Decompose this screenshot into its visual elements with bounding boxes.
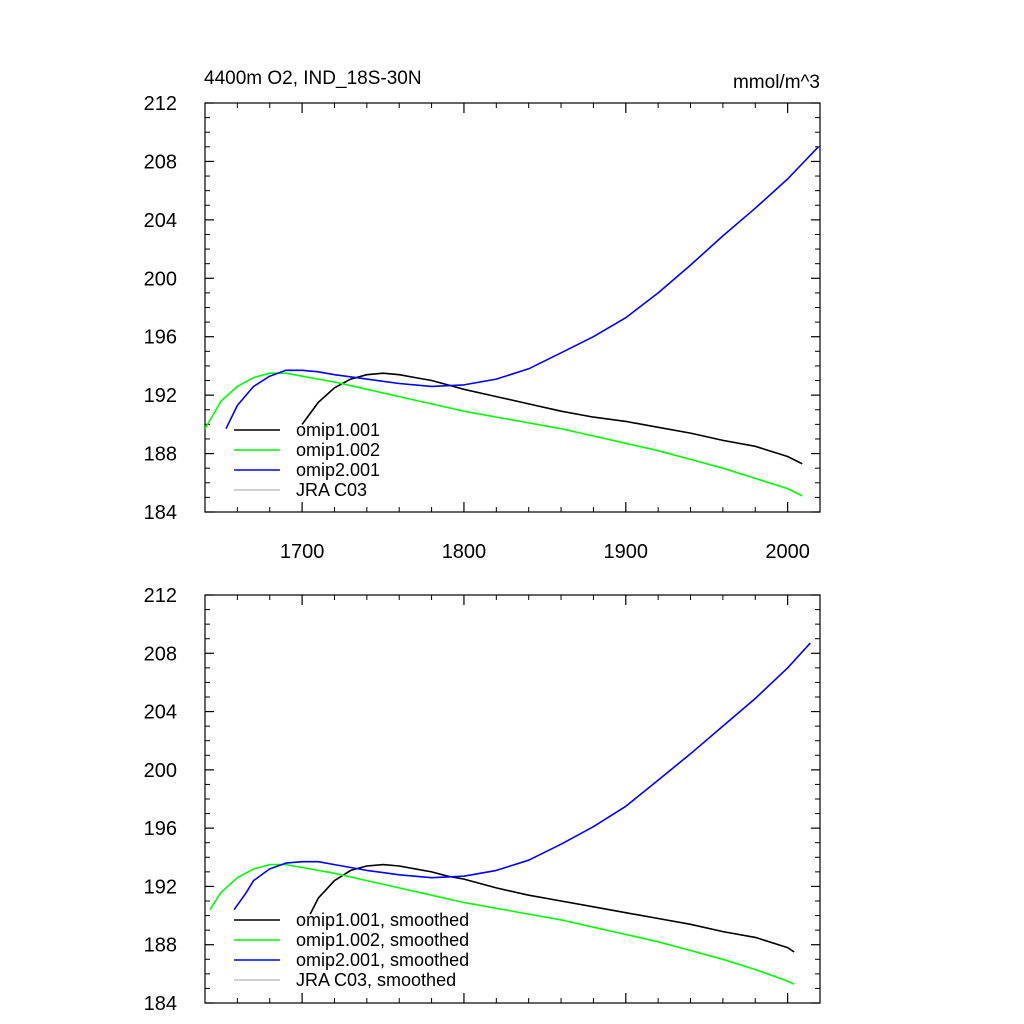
x-tick-label: 1900 xyxy=(604,541,649,563)
series-line-2 xyxy=(204,372,803,497)
legend-label: omip1.001, smoothed xyxy=(296,910,469,930)
y-tick-label: 208 xyxy=(144,643,177,665)
y-tick-label: 208 xyxy=(144,151,177,173)
legend-label: JRA C03, smoothed xyxy=(296,970,456,990)
y-tick-label: 212 xyxy=(144,585,177,607)
y-tick-label: 212 xyxy=(144,93,177,115)
units-label: mmol/m^3 xyxy=(733,72,820,93)
y-tick-label: 184 xyxy=(144,502,177,524)
y-tick-label: 200 xyxy=(144,268,177,290)
y-tick-label: 184 xyxy=(144,993,177,1015)
legend-label: omip1.002, smoothed xyxy=(296,930,469,950)
legend-label: omip2.001, smoothed xyxy=(296,950,469,970)
chart-title: 4400m O2, IND_18S-30N xyxy=(204,68,422,89)
y-tick-label: 192 xyxy=(144,385,177,407)
y-tick-label: 204 xyxy=(144,702,177,724)
legend-label: omip1.001 xyxy=(296,420,380,440)
y-tick-label: 200 xyxy=(144,760,177,782)
y-tick-label: 188 xyxy=(144,444,177,466)
x-tick-label: 1700 xyxy=(280,541,325,563)
y-tick-label: 204 xyxy=(144,210,177,232)
top-panel: 184 188 192 196 200 204 208 212 1700 1800 1900 2000… xyxy=(144,93,821,563)
legend-label: JRA C03 xyxy=(296,480,367,500)
legend-label: omip1.002 xyxy=(296,440,380,460)
series-line-3 xyxy=(233,642,811,911)
y-tick-label: 188 xyxy=(144,935,177,957)
y-tick-label: 196 xyxy=(144,818,177,840)
x-tick-label: 1800 xyxy=(442,541,487,563)
bottom-panel: 184 188 192 196 200 204 208 212 omip1.001, smoot… xyxy=(144,585,821,1015)
series-line-2 xyxy=(209,863,795,985)
series-line-1 xyxy=(301,372,803,465)
y-tick-label: 192 xyxy=(144,876,177,898)
y-tick-label: 196 xyxy=(144,327,177,349)
legend-label: omip2.001 xyxy=(296,460,380,480)
series-line-3 xyxy=(225,146,819,430)
x-tick-label: 2000 xyxy=(765,541,810,563)
